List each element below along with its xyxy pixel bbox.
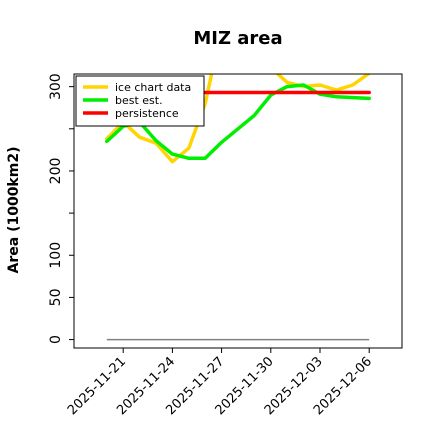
series-line-ice-chart-data-tail: [275, 74, 371, 92]
series-line-best-est-: [105, 83, 371, 161]
legend-label: best est.: [115, 94, 163, 107]
chart-title: MIZ area: [193, 28, 282, 49]
y-tick-label: 0: [48, 335, 64, 344]
y-axis-label: Area (1000km2): [6, 147, 22, 274]
y-tick-label: 50: [48, 289, 64, 307]
legend-label: persistence: [115, 107, 179, 120]
y-tick-label: 200: [48, 158, 64, 185]
y-tick-label: 300: [48, 73, 64, 100]
plot-frame: [73, 73, 403, 349]
y-tick-label: 100: [48, 242, 64, 269]
legend-label: ice chart data: [115, 81, 191, 94]
